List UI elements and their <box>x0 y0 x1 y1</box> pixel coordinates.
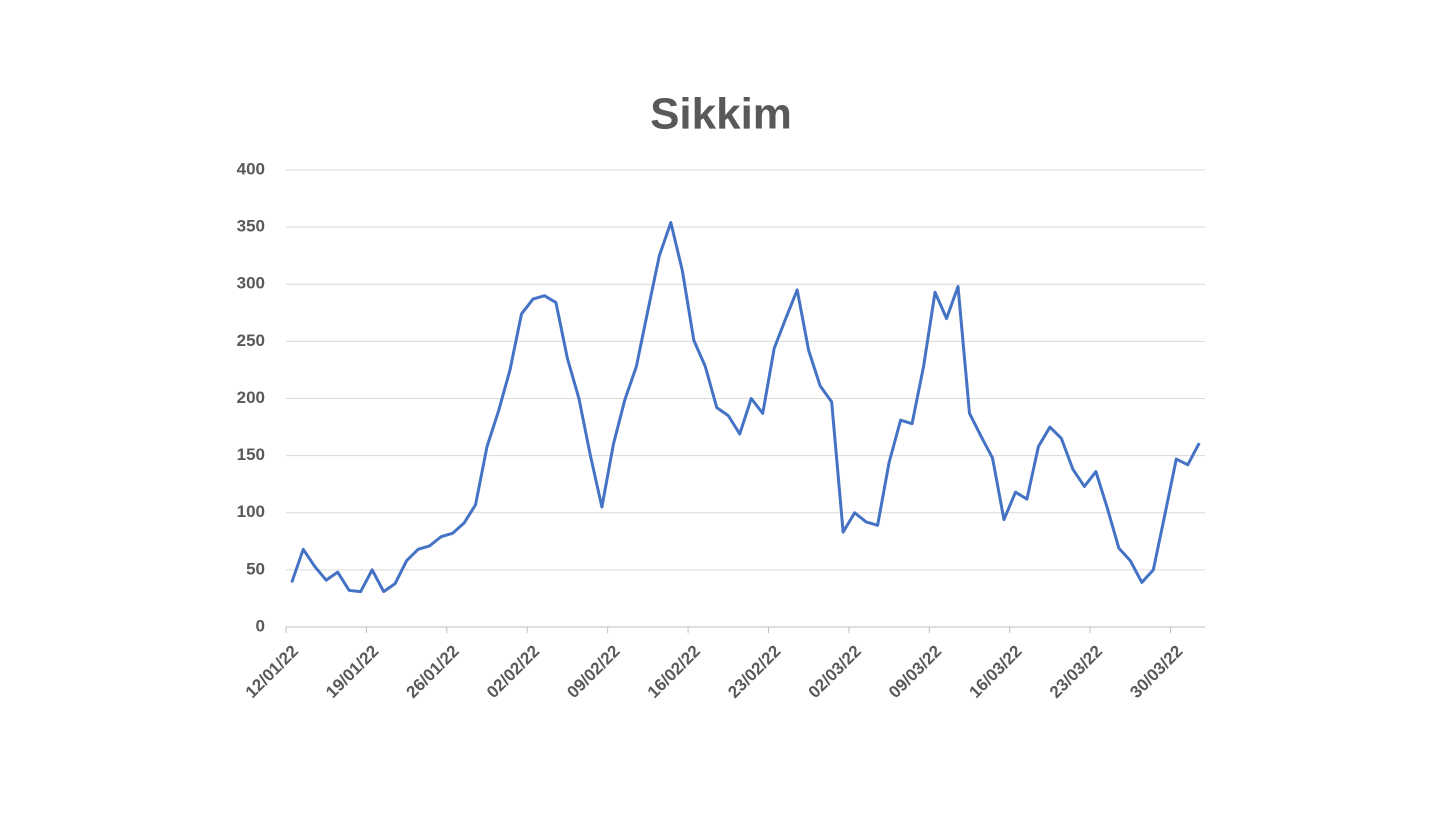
y-tick-label: 250 <box>237 331 265 350</box>
x-tick-label: 23/03/22 <box>1046 642 1106 702</box>
x-tick-label: 23/02/22 <box>724 642 784 702</box>
x-tick-label: 02/02/22 <box>483 642 543 702</box>
y-tick-label: 150 <box>237 445 265 464</box>
y-tick-label: 100 <box>237 502 265 521</box>
x-tick-label: 09/02/22 <box>563 642 623 702</box>
x-tick-label: 16/03/22 <box>965 642 1025 702</box>
y-tick-label: 0 <box>256 616 265 635</box>
x-tick-label: 26/01/22 <box>403 642 463 702</box>
x-tick-label: 16/02/22 <box>644 642 704 702</box>
x-tick-label: 09/03/22 <box>885 642 945 702</box>
chart-title: Sikkim <box>650 90 792 139</box>
x-tick-label: 12/01/22 <box>242 642 302 702</box>
line-series <box>290 221 1201 594</box>
y-tick-label: 400 <box>237 159 265 178</box>
x-tick-label: 19/01/22 <box>322 642 382 702</box>
y-tick-label: 50 <box>246 559 265 578</box>
x-tick-label: 30/03/22 <box>1126 642 1186 702</box>
y-tick-label: 300 <box>237 274 265 293</box>
x-tick-label: 02/03/22 <box>805 642 865 702</box>
y-tick-label: 350 <box>237 217 265 236</box>
y-tick-label: 200 <box>237 388 265 407</box>
